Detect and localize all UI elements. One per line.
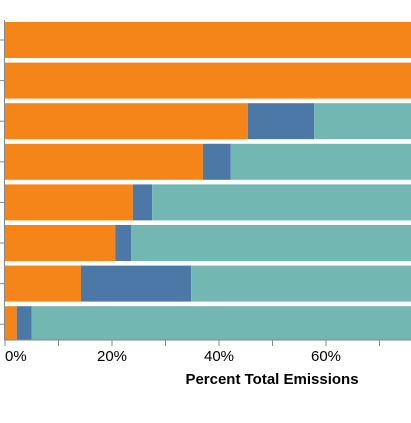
bar-segment [314, 103, 411, 140]
bar-segment [247, 103, 315, 140]
bar-segment [16, 306, 32, 340]
x-tick-label: 20% [97, 348, 127, 365]
bar-segment [31, 306, 411, 340]
bar-segment [5, 306, 17, 340]
x-tick-label: 0% [5, 348, 27, 365]
bar-segment [230, 143, 411, 180]
bar-segment [5, 22, 411, 58]
x-axis-title: Percent Total Emissions [185, 371, 358, 388]
bar-segment [131, 225, 411, 261]
bar-segment [202, 143, 231, 180]
bar-segment [5, 143, 203, 180]
bar-segment [80, 265, 192, 302]
bar-segment [132, 184, 153, 221]
x-tick-label: 40% [204, 348, 234, 365]
bar-segment [5, 184, 133, 221]
plot-area [5, 22, 411, 340]
bar-segment [115, 225, 132, 261]
bar-segment [191, 265, 411, 302]
bar-segment [152, 184, 411, 221]
bar-segment [5, 265, 81, 302]
bar-segment [5, 62, 411, 99]
x-tick-label: 60% [311, 348, 341, 365]
bar-segment [5, 103, 248, 140]
bar-segment [5, 225, 116, 261]
